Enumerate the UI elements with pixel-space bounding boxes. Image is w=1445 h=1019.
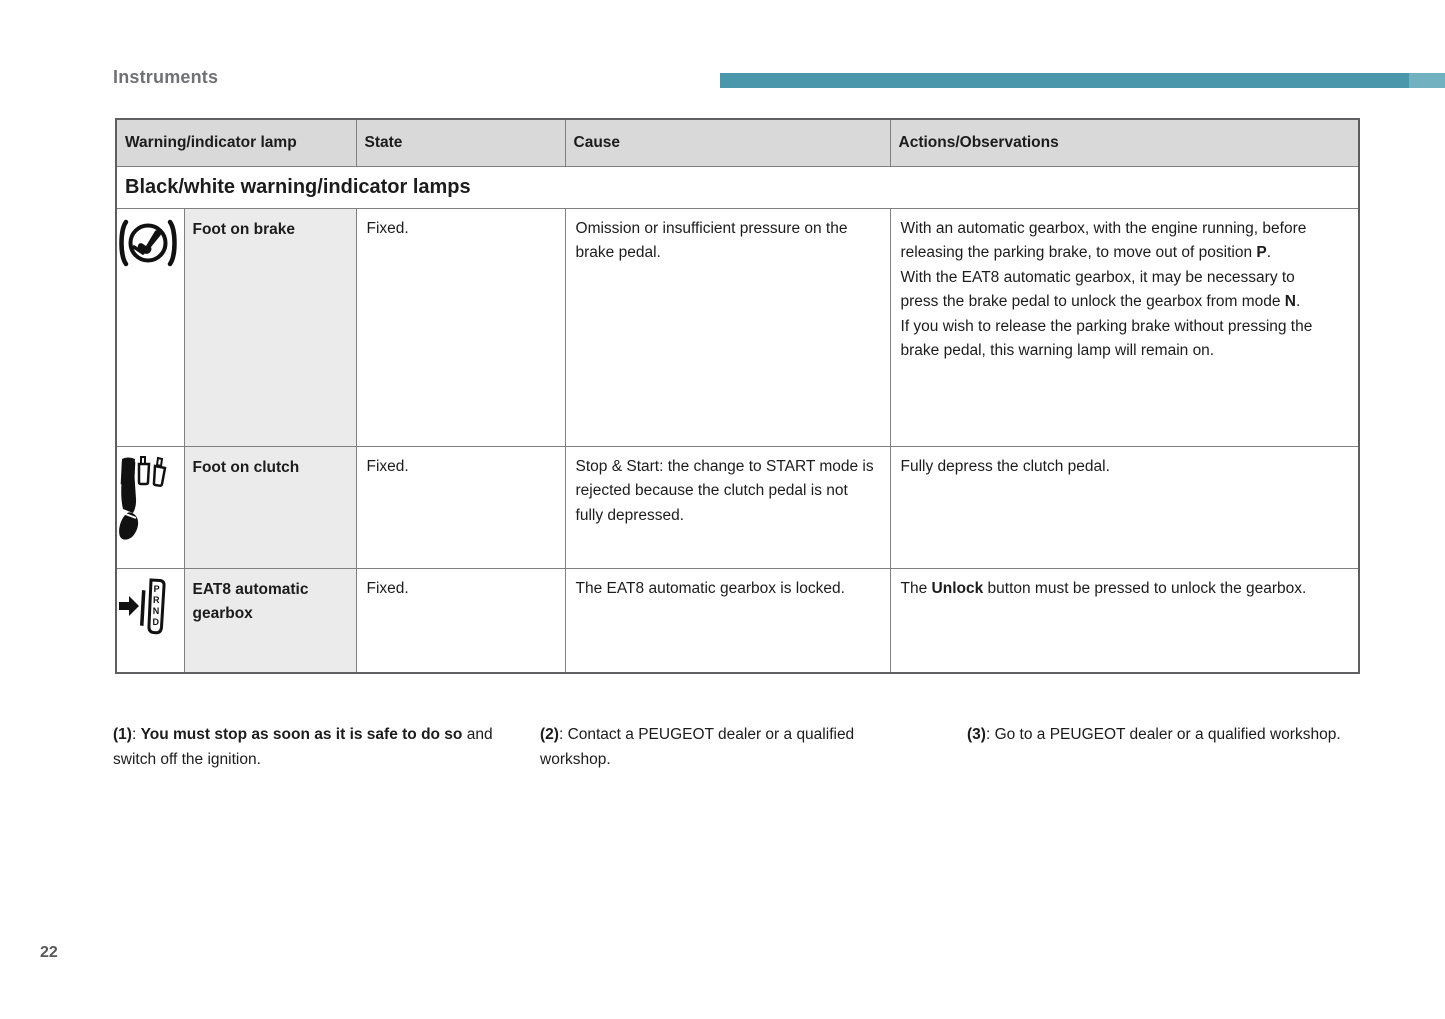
column-header-actions: Actions/Observations (889, 118, 1360, 167)
foot-on-clutch-icon (119, 455, 167, 540)
lamp-state: Fixed. (355, 445, 566, 569)
lamp-actions: With an automatic gearbox, with the engi… (889, 207, 1360, 447)
lamp-actions: The Unlock button must be pressed to unl… (889, 567, 1360, 674)
accent-divider-bar (720, 73, 1445, 88)
svg-text:R: R (153, 595, 160, 605)
column-header-state: State (355, 118, 566, 167)
section-title: Black/white warning/indicator lamps (115, 165, 1360, 209)
footnote-3: (3): Go to a PEUGEOT dealer or a qualifi… (967, 726, 1341, 743)
foot-on-brake-icon (119, 219, 177, 266)
svg-text:P: P (154, 584, 160, 594)
icon-cell (115, 445, 185, 569)
lamp-label: EAT8 automatic gearbox (183, 567, 357, 674)
footnote-1: (1): You must stop as soon as it is safe… (113, 726, 493, 768)
column-header-lamp: Warning/indicator lamp (115, 118, 357, 167)
svg-text:N: N (153, 606, 160, 616)
section-header-row: Black/white warning/indicator lamps (115, 165, 1360, 209)
lamp-state: Fixed. (355, 567, 566, 674)
warning-lamps-table: Warning/indicator lamp State Cause Actio… (115, 118, 1361, 674)
column-header-cause: Cause (564, 118, 891, 167)
accent-divider-bar-end (1409, 73, 1445, 88)
lamp-cause: Omission or insufficient pressure on the… (564, 207, 891, 447)
lamp-actions: Fully depress the clutch pedal. (889, 445, 1360, 569)
eat8-gearbox-icon: P R N D (119, 577, 166, 634)
lamp-cause: Stop & Start: the change to START mode i… (564, 445, 891, 569)
page-title: Instruments (113, 67, 219, 87)
icon-cell: P R N D (115, 567, 185, 674)
table-header-row: Warning/indicator lamp State Cause Actio… (115, 118, 1360, 167)
table-row: Foot on brake Fixed. Omission or insuffi… (115, 207, 1360, 447)
lamp-cause: The EAT8 automatic gearbox is locked. (564, 567, 891, 674)
svg-text:D: D (152, 617, 159, 627)
lamp-label: Foot on clutch (183, 445, 357, 569)
table-row: Foot on clutch Fixed. Stop & Start: the … (115, 445, 1360, 569)
footnote-2: (2): Contact a PEUGEOT dealer or a quali… (540, 726, 855, 768)
table-row: P R N D EAT8 automatic gearbox Fixed. Th… (115, 567, 1360, 674)
page-number: 22 (40, 944, 58, 961)
icon-cell (115, 207, 185, 447)
lamp-label: Foot on brake (183, 207, 357, 447)
lamp-state: Fixed. (355, 207, 566, 447)
